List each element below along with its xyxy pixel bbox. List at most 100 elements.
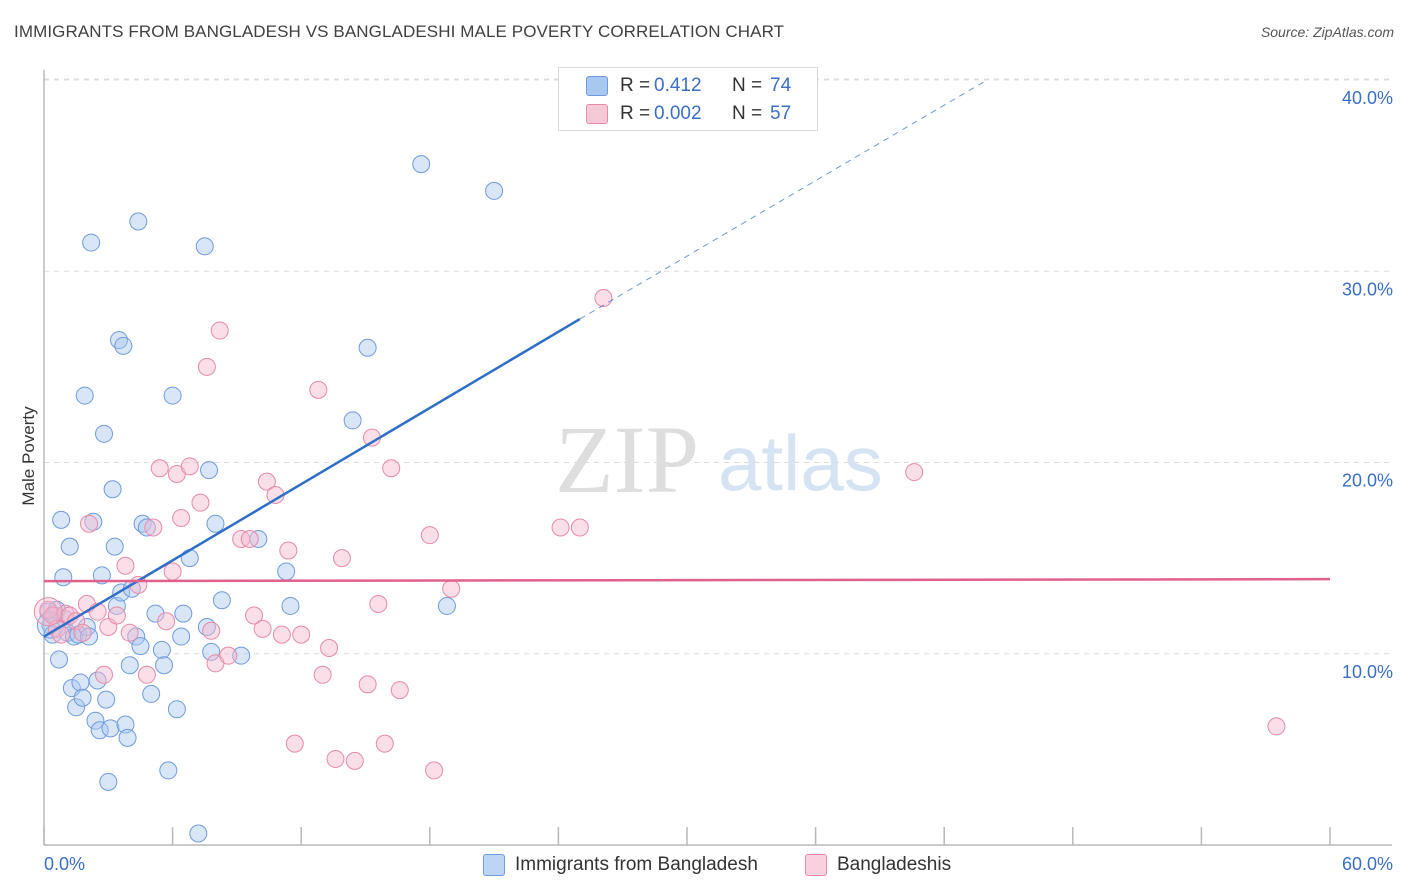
data-point-immigrants bbox=[118, 728, 137, 747]
data-point-bangladeshis bbox=[345, 751, 364, 770]
data-point-immigrants bbox=[50, 650, 69, 669]
trend-line-immigrants bbox=[43, 317, 581, 638]
data-point-immigrants bbox=[73, 688, 92, 707]
data-point-immigrants bbox=[277, 562, 296, 581]
data-point-bangladeshis bbox=[905, 463, 924, 482]
data-point-bangladeshis bbox=[245, 606, 264, 625]
r-label: R = bbox=[620, 103, 651, 124]
legend-item-bangladeshis: Bangladeshis bbox=[805, 851, 951, 879]
data-point-immigrants bbox=[116, 715, 135, 734]
legend-swatch-pink bbox=[586, 104, 608, 124]
data-point-immigrants bbox=[67, 698, 86, 717]
y-tick-label: 10.0% bbox=[1342, 662, 1393, 682]
data-point-bangladeshis bbox=[390, 681, 409, 700]
data-point-bangladeshis bbox=[309, 380, 328, 399]
data-point-immigrants bbox=[343, 411, 362, 430]
data-point-bangladeshis bbox=[157, 612, 176, 631]
data-point-immigrants bbox=[86, 711, 105, 730]
data-point-bangladeshis bbox=[150, 459, 169, 478]
y-tick-label: 30.0% bbox=[1342, 279, 1393, 299]
data-point-immigrants bbox=[412, 155, 431, 174]
data-point-immigrants bbox=[95, 424, 114, 443]
data-point-bangladeshis bbox=[326, 749, 345, 768]
data-point-bangladeshis bbox=[594, 289, 613, 308]
data-point-bangladeshis bbox=[210, 321, 229, 340]
data-point-bangladeshis bbox=[332, 549, 351, 568]
data-point-immigrants bbox=[103, 480, 122, 499]
r-value: 0.002 bbox=[654, 103, 702, 124]
data-point-immigrants bbox=[174, 604, 193, 623]
data-point-immigrants bbox=[167, 700, 186, 719]
data-point-bangladeshis bbox=[120, 623, 139, 642]
data-point-immigrants bbox=[105, 537, 124, 556]
r-value: 0.412 bbox=[654, 75, 702, 96]
data-point-immigrants bbox=[60, 537, 79, 556]
data-point-immigrants bbox=[358, 338, 377, 357]
data-point-immigrants bbox=[120, 656, 139, 675]
data-point-immigrants bbox=[281, 596, 300, 615]
data-point-bangladeshis bbox=[180, 457, 199, 476]
correlation-legend: R = 0.412 N = 74 R = 0.002 N = 57 bbox=[558, 67, 818, 131]
watermark-atlas: atlas bbox=[718, 419, 883, 507]
watermark-zip: ZIP bbox=[555, 406, 699, 513]
data-point-bangladeshis bbox=[420, 526, 439, 545]
x-tick-label: 60.0% bbox=[1342, 854, 1393, 874]
data-point-bangladeshis bbox=[425, 761, 444, 780]
data-point-bangladeshis bbox=[33, 597, 63, 627]
legend-row-immigrants: R = 0.412 N = 74 bbox=[559, 72, 791, 100]
data-point-immigrants bbox=[131, 637, 150, 656]
data-point-bangladeshis bbox=[191, 493, 210, 512]
data-point-bangladeshis bbox=[144, 518, 163, 537]
data-point-immigrants bbox=[114, 336, 133, 355]
n-value: 74 bbox=[770, 75, 792, 96]
trend-lines bbox=[43, 79, 1331, 638]
data-point-bangladeshis bbox=[172, 508, 191, 527]
trend-line-bangladeshis bbox=[43, 577, 1331, 583]
data-point-bangladeshis bbox=[116, 556, 135, 575]
data-point-bangladeshis bbox=[369, 595, 388, 614]
data-point-immigrants bbox=[146, 604, 165, 623]
chart-title: IMMIGRANTS FROM BANGLADESH VS BANGLADESH… bbox=[14, 22, 785, 41]
data-point-bangladeshis bbox=[292, 625, 311, 644]
data-point-bangladeshis bbox=[197, 357, 216, 376]
data-point-bangladeshis bbox=[107, 606, 126, 625]
series-bangladeshis-points bbox=[33, 289, 1286, 780]
data-point-immigrants bbox=[180, 549, 199, 568]
data-point-immigrants bbox=[99, 772, 118, 791]
legend-label: Bangladeshis bbox=[837, 854, 952, 875]
data-point-bangladeshis bbox=[95, 665, 114, 684]
data-point-immigrants bbox=[189, 824, 208, 843]
data-point-immigrants bbox=[195, 237, 214, 256]
data-point-immigrants bbox=[129, 212, 148, 231]
n-label: N = bbox=[732, 103, 763, 124]
data-point-immigrants bbox=[200, 461, 219, 480]
trend-line-immigrants-extension bbox=[579, 79, 988, 320]
data-point-bangladeshis bbox=[202, 621, 221, 640]
legend-swatch-blue bbox=[586, 76, 608, 96]
data-point-immigrants bbox=[212, 591, 231, 610]
x-tick-label: 0.0% bbox=[44, 854, 85, 874]
data-point-immigrants bbox=[163, 386, 182, 405]
axes bbox=[43, 70, 1392, 846]
r-label: R = bbox=[620, 75, 651, 96]
data-point-immigrants bbox=[232, 646, 251, 665]
series-immigrants-points bbox=[36, 155, 504, 843]
data-point-immigrants bbox=[159, 761, 178, 780]
data-point-bangladeshis bbox=[375, 734, 394, 753]
data-point-immigrants bbox=[137, 518, 156, 537]
data-point-bangladeshis bbox=[285, 734, 304, 753]
data-point-bangladeshis bbox=[253, 619, 272, 638]
data-point-immigrants bbox=[52, 510, 71, 529]
y-tick-label: 20.0% bbox=[1342, 471, 1393, 491]
data-point-bangladeshis bbox=[257, 472, 276, 491]
data-point-immigrants bbox=[92, 566, 111, 585]
data-point-bangladeshis bbox=[272, 625, 291, 644]
data-point-immigrants bbox=[206, 514, 225, 533]
data-point-bangladeshis bbox=[382, 459, 401, 478]
data-point-immigrants bbox=[485, 181, 504, 200]
data-point-immigrants bbox=[107, 596, 126, 615]
data-point-bangladeshis bbox=[320, 639, 339, 658]
n-value: 57 bbox=[770, 103, 792, 124]
data-point-immigrants bbox=[437, 596, 456, 615]
